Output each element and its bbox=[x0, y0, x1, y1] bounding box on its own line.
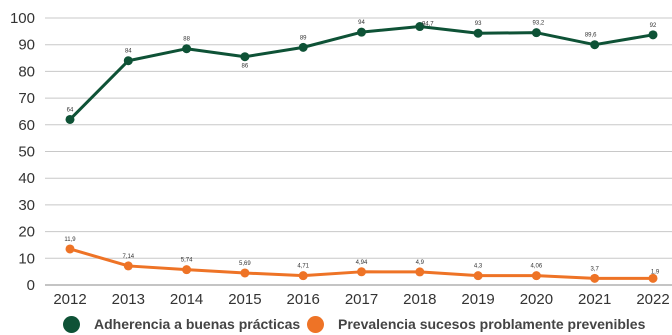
y-tick-label: 60 bbox=[18, 117, 35, 134]
data-point bbox=[65, 114, 75, 124]
data-point bbox=[123, 56, 133, 66]
y-tick-label: 40 bbox=[18, 170, 35, 187]
y-tick-label: 90 bbox=[18, 37, 35, 54]
x-tick-label: 2022 bbox=[636, 291, 669, 308]
series-line-0 bbox=[68, 25, 655, 121]
data-point bbox=[648, 30, 658, 40]
data-point bbox=[357, 27, 366, 37]
x-tick-label: 2014 bbox=[170, 291, 203, 308]
legend: Adherencia a buenas prácticas Prevalenci… bbox=[0, 310, 672, 335]
x-tick-label: 2017 bbox=[345, 291, 378, 308]
data-label: 84 bbox=[125, 49, 132, 55]
data-label: 3,7 bbox=[591, 266, 600, 272]
gridlines bbox=[45, 17, 672, 286]
data-label: 4,9 bbox=[416, 260, 425, 266]
data-label: 89,6 bbox=[585, 33, 597, 39]
x-tick-label: 2013 bbox=[112, 291, 145, 308]
data-point bbox=[531, 28, 541, 38]
legend-item-prevalencia: Prevalencia sucesos problamente prevenib… bbox=[307, 314, 645, 334]
data-point bbox=[65, 244, 75, 254]
legend-label-adherencia: Adherencia a buenas prácticas bbox=[94, 316, 301, 332]
data-label: 86 bbox=[242, 64, 249, 70]
data-point bbox=[123, 261, 133, 271]
data-label: 4,3 bbox=[474, 264, 483, 270]
legend-marker-prevalencia bbox=[307, 315, 324, 333]
x-tick-labels: 2012 2013 2014 2015 2016 2017 2018 2019 2020 2021… bbox=[53, 291, 669, 308]
data-point bbox=[240, 268, 250, 278]
legend-item-adherencia: Adherencia a buenas prácticas bbox=[63, 314, 300, 334]
data-label: 93,2 bbox=[533, 21, 545, 27]
data-point bbox=[415, 267, 425, 277]
data-label: 11,9 bbox=[64, 237, 76, 243]
data-label: 7,14 bbox=[122, 254, 134, 260]
data-point bbox=[298, 271, 308, 281]
data-label: 93 bbox=[475, 21, 482, 27]
y-tick-labels: 0 10 20 30 40 50 60 70 80 90 100 bbox=[10, 10, 35, 294]
legend-label-prevalencia: Prevalencia sucesos problamente prevenib… bbox=[338, 316, 646, 332]
data-point bbox=[357, 267, 366, 277]
data-label: 1,9 bbox=[651, 269, 660, 275]
data-label: 5,74 bbox=[181, 258, 193, 264]
data-label: 88 bbox=[183, 37, 190, 43]
data-point bbox=[182, 44, 192, 54]
data-point bbox=[531, 271, 541, 281]
data-point bbox=[298, 42, 308, 52]
y-tick-label: 10 bbox=[18, 250, 35, 267]
data-labels: 64 84 88 86 89 94 94,7 93 93,2 89,6 92 11,9 7,14 5,74… bbox=[64, 20, 659, 275]
x-tick-label: 2015 bbox=[228, 291, 261, 308]
data-point bbox=[473, 271, 483, 281]
y-tick-label: 50 bbox=[18, 144, 35, 161]
y-tick-label: 20 bbox=[18, 224, 35, 241]
data-point bbox=[648, 273, 658, 283]
data-label: 92 bbox=[650, 23, 657, 29]
x-tick-label: 2019 bbox=[461, 291, 494, 308]
data-label: 64 bbox=[67, 107, 74, 113]
y-tick-label: 0 bbox=[27, 277, 35, 294]
data-label: 4,94 bbox=[356, 260, 368, 266]
x-tick-label: 2012 bbox=[53, 291, 86, 308]
data-point bbox=[182, 265, 192, 275]
y-tick-label: 100 bbox=[10, 10, 35, 27]
x-tick-label: 2018 bbox=[403, 291, 436, 308]
data-point bbox=[415, 22, 425, 32]
data-label: 89 bbox=[300, 35, 307, 41]
x-tick-label: 2016 bbox=[287, 291, 320, 308]
data-label: 94 bbox=[358, 20, 365, 26]
data-label: 4,06 bbox=[531, 264, 543, 270]
x-tick-label: 2020 bbox=[520, 291, 553, 308]
data-label: 4,71 bbox=[297, 264, 309, 270]
y-tick-label: 30 bbox=[18, 197, 35, 214]
y-tick-label: 80 bbox=[18, 63, 35, 80]
data-label: 94,7 bbox=[422, 22, 434, 28]
data-point bbox=[240, 52, 250, 62]
data-label: 5,69 bbox=[239, 261, 251, 267]
x-tick-label: 2021 bbox=[578, 291, 611, 308]
legend-marker-adherencia bbox=[63, 315, 80, 333]
data-point bbox=[473, 28, 483, 38]
data-point bbox=[590, 40, 600, 50]
data-point bbox=[590, 273, 600, 283]
y-tick-label: 70 bbox=[18, 90, 35, 107]
series-lines bbox=[65, 22, 658, 283]
